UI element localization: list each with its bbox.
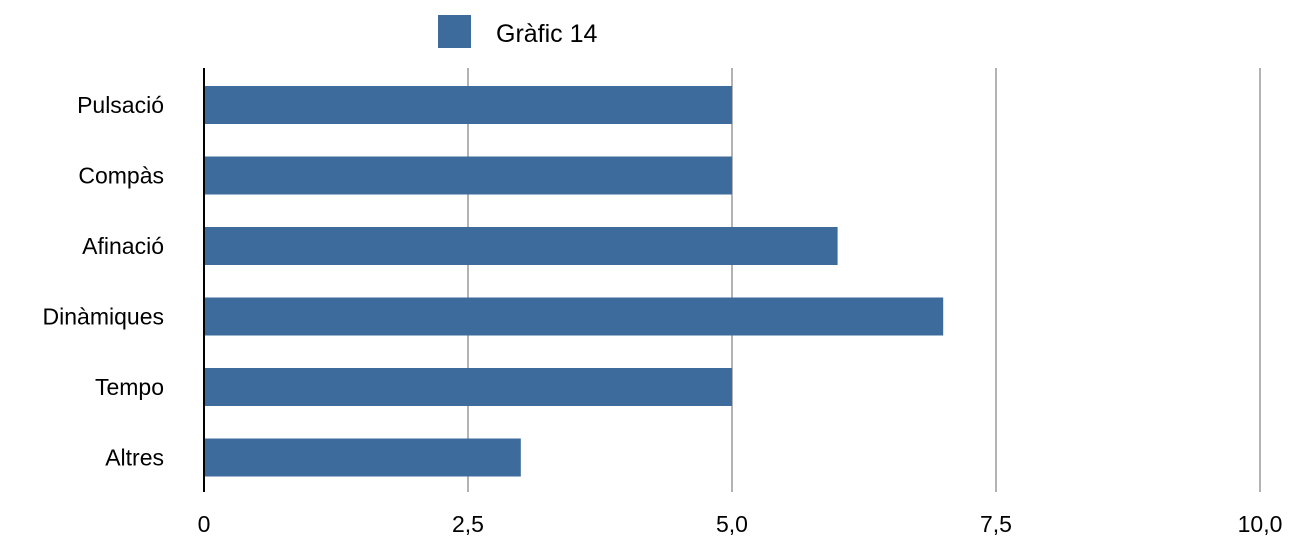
- bar: [204, 368, 732, 406]
- category-labels: Pulsació Compàs Afinació Dinàmiques Tempo Alt…: [43, 92, 164, 471]
- x-tick-label: 5,0: [716, 511, 748, 537]
- category-label: Dinàmiques: [43, 304, 164, 330]
- bar: [204, 86, 732, 124]
- category-label: Tempo: [95, 374, 164, 400]
- x-tick-label: 7,5: [980, 511, 1012, 537]
- bar: [204, 297, 944, 336]
- category-label: Altres: [105, 445, 164, 471]
- bar: [204, 438, 521, 477]
- category-label: Compàs: [78, 163, 164, 189]
- legend-label: Gràfic 14: [496, 20, 598, 48]
- legend: Gràfic 14: [438, 15, 598, 48]
- category-label: Afinació: [82, 233, 164, 259]
- x-tick-labels: 0 2,5 5,0 7,5 10,0: [198, 511, 1283, 537]
- x-tick-label: 10,0: [1238, 511, 1283, 537]
- bar: [204, 156, 732, 195]
- x-tick-label: 2,5: [452, 511, 484, 537]
- gridlines: [467, 68, 1261, 492]
- x-tick-label: 0: [198, 511, 211, 537]
- bar: [204, 227, 838, 265]
- legend-swatch: [438, 15, 471, 48]
- category-label: Pulsació: [77, 92, 164, 118]
- bars: [204, 86, 944, 477]
